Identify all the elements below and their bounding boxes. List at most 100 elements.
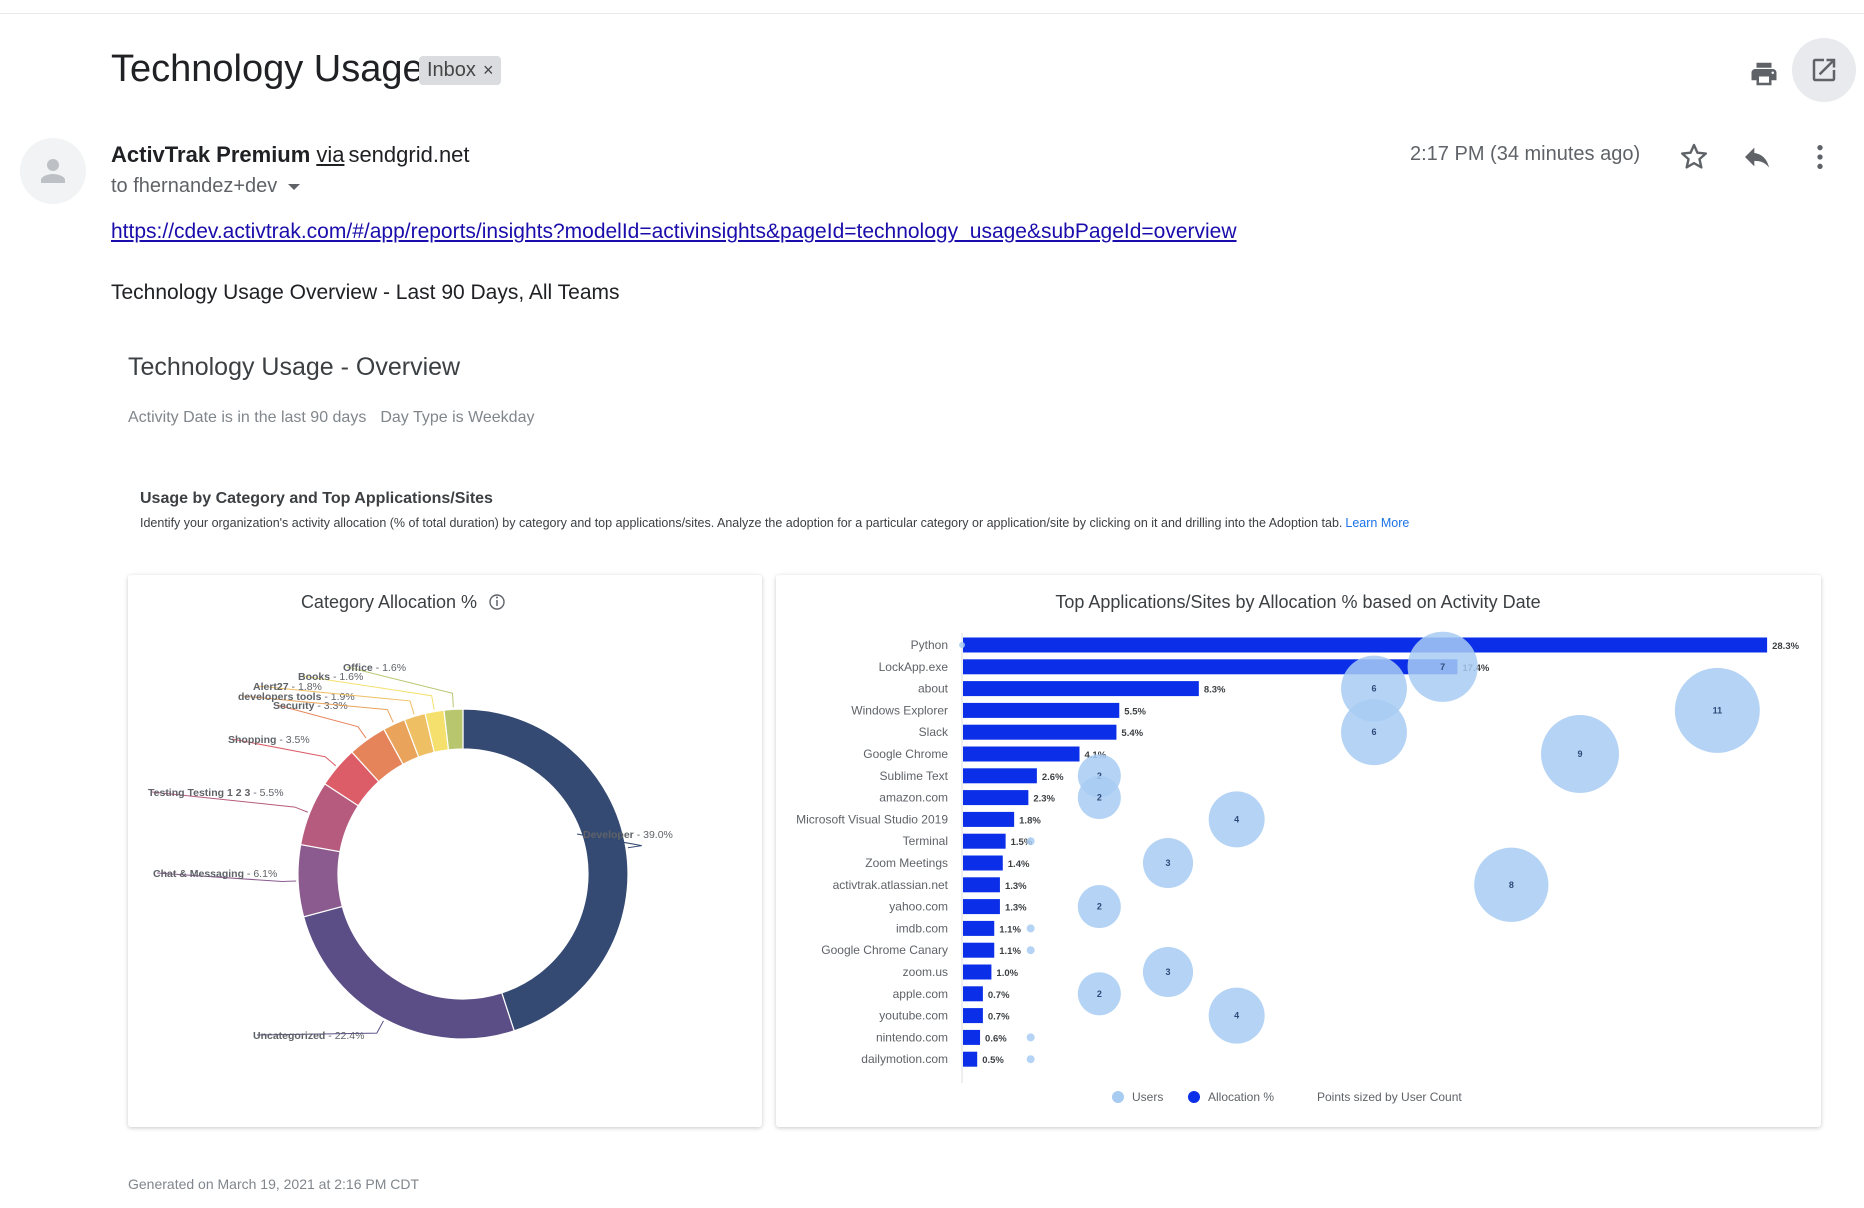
allocation-bar-10[interactable] bbox=[963, 855, 1003, 871]
allocation-bar-1[interactable] bbox=[963, 659, 1458, 675]
bubble-label-11: 8 bbox=[1509, 880, 1514, 890]
donut-leader-1 bbox=[256, 1020, 384, 1036]
learn-more-link[interactable]: Learn More bbox=[1345, 516, 1410, 530]
donut-slice-2[interactable] bbox=[297, 843, 344, 918]
legend-allocation-swatch bbox=[1188, 1091, 1200, 1103]
user-bubble-1[interactable] bbox=[1407, 631, 1478, 702]
star-button[interactable] bbox=[1672, 135, 1716, 179]
more-options-button[interactable] bbox=[1798, 135, 1842, 179]
allocation-bar-11[interactable] bbox=[963, 877, 1000, 893]
allocation-bar-7[interactable] bbox=[963, 790, 1029, 806]
user-bubble-17[interactable] bbox=[1208, 987, 1265, 1044]
bubble-size-note: Points sized by User Count bbox=[1317, 1090, 1462, 1104]
avatar[interactable] bbox=[20, 138, 86, 204]
user-bubble-8[interactable] bbox=[1208, 791, 1265, 848]
bubble-label-12: 2 bbox=[1097, 902, 1102, 912]
category-label-0: Python bbox=[911, 638, 948, 652]
allocation-bar-2[interactable] bbox=[963, 681, 1199, 697]
bar-value-label-2: 8.3% bbox=[1204, 685, 1226, 696]
reply-button[interactable] bbox=[1735, 135, 1779, 179]
user-bubble-19[interactable] bbox=[1026, 1055, 1035, 1064]
user-bubble-13[interactable] bbox=[1026, 924, 1035, 933]
user-bubble-14[interactable] bbox=[1026, 946, 1035, 955]
donut-leader-0 bbox=[576, 833, 642, 849]
allocation-bar-3[interactable] bbox=[963, 702, 1120, 718]
user-bubble-9[interactable] bbox=[1026, 837, 1035, 846]
user-bubble-11[interactable] bbox=[1474, 847, 1549, 922]
allocation-bar-15[interactable] bbox=[963, 964, 992, 980]
category-label-18: nintendo.com bbox=[876, 1030, 948, 1044]
donut-slice-0[interactable] bbox=[462, 708, 629, 1032]
user-bubble-12[interactable] bbox=[1077, 885, 1121, 929]
user-bubble-16[interactable] bbox=[1077, 972, 1121, 1016]
user-bubble-10[interactable] bbox=[1142, 837, 1194, 889]
user-bubble-4[interactable] bbox=[1341, 699, 1407, 766]
bar-value-label-14: 1.1% bbox=[999, 946, 1021, 957]
donut-slice-1[interactable] bbox=[302, 905, 515, 1040]
recipient-text: to fhernandez+dev bbox=[111, 175, 278, 197]
info-icon[interactable] bbox=[489, 594, 505, 610]
sender-name[interactable]: ActivTrak Premium bbox=[111, 142, 311, 167]
user-bubble-18[interactable] bbox=[1026, 1033, 1035, 1042]
bar-value-label-11: 1.3% bbox=[1005, 881, 1027, 892]
allocation-bar-12[interactable] bbox=[963, 899, 1000, 915]
intro-text: Technology Usage Overview - Last 90 Days… bbox=[111, 281, 620, 304]
print-button[interactable] bbox=[1740, 50, 1788, 98]
open-in-new-window-button[interactable] bbox=[1792, 38, 1856, 102]
bubble-label-7: 2 bbox=[1097, 793, 1102, 803]
donut-slice-9[interactable] bbox=[443, 708, 464, 751]
inbox-label-chip[interactable]: Inbox × bbox=[419, 56, 502, 85]
bubble-label-1: 7 bbox=[1440, 662, 1445, 672]
open-in-new-window-icon bbox=[1812, 58, 1836, 82]
report-link[interactable]: https://cdev.activtrak.com/#/app/reports… bbox=[111, 220, 1237, 243]
donut-leader-9 bbox=[346, 666, 454, 708]
allocation-bar-4[interactable] bbox=[963, 724, 1117, 740]
bar-value-label-15: 1.0% bbox=[996, 968, 1018, 979]
filter-activity-date: Activity Date is in the last 90 days bbox=[128, 409, 367, 426]
remove-label-icon[interactable]: × bbox=[482, 60, 494, 80]
bar-value-label-19: 0.5% bbox=[982, 1055, 1004, 1066]
top-divider bbox=[0, 13, 1864, 14]
chevron-down-icon[interactable] bbox=[287, 182, 301, 192]
donut-label-8: Books - 1.6% bbox=[298, 671, 363, 683]
allocation-bar-17[interactable] bbox=[963, 1008, 983, 1024]
user-bubble-7[interactable] bbox=[1077, 776, 1121, 820]
allocation-bar-8[interactable] bbox=[963, 811, 1015, 827]
reply-icon bbox=[1745, 147, 1769, 168]
user-bubble-5[interactable] bbox=[1541, 715, 1619, 793]
donut-label-2: Chat & Messaging - 6.1% bbox=[153, 868, 277, 880]
allocation-bar-5[interactable] bbox=[963, 746, 1080, 762]
section-description: Identify your organization's activity al… bbox=[140, 516, 1409, 530]
bubble-label-6: 2 bbox=[1097, 771, 1102, 781]
bar-value-label-6: 2.6% bbox=[1042, 772, 1064, 783]
report-title: Technology Usage - Overview bbox=[128, 353, 461, 381]
category-label-7: amazon.com bbox=[879, 791, 948, 805]
user-bubble-0[interactable] bbox=[959, 642, 965, 648]
allocation-bar-0[interactable] bbox=[963, 637, 1768, 653]
allocation-bar-13[interactable] bbox=[963, 920, 995, 936]
donut-label-1: Uncategorized - 22.4% bbox=[253, 1030, 364, 1042]
category-label-5: Google Chrome bbox=[863, 747, 948, 761]
donut-leader-7 bbox=[256, 685, 415, 715]
user-bubble-15[interactable] bbox=[1142, 946, 1194, 998]
allocation-bar-14[interactable] bbox=[963, 942, 995, 958]
allocation-bar-6[interactable] bbox=[963, 768, 1037, 784]
bubble-label-5: 9 bbox=[1577, 749, 1582, 759]
via-link[interactable]: via bbox=[316, 142, 345, 167]
category-label-2: about bbox=[918, 682, 949, 696]
bar-value-label-8: 1.8% bbox=[1019, 815, 1041, 826]
bubble-label-15: 3 bbox=[1165, 967, 1170, 977]
legend-allocation-label: Allocation % bbox=[1208, 1090, 1274, 1104]
bar-value-label-0: 28.3% bbox=[1772, 641, 1799, 652]
report-filters: Activity Date is in the last 90 days Day … bbox=[128, 409, 534, 427]
category-label-9: Terminal bbox=[903, 834, 948, 848]
sender: ActivTrak Premium via sendgrid.net bbox=[111, 142, 470, 168]
allocation-bar-19[interactable] bbox=[963, 1051, 978, 1067]
allocation-bar-18[interactable] bbox=[963, 1029, 981, 1045]
email-time: 2:17 PM (34 minutes ago) bbox=[1410, 143, 1641, 165]
bubble-label-4: 6 bbox=[1371, 727, 1376, 737]
category-label-12: yahoo.com bbox=[889, 900, 948, 914]
user-bubble-3[interactable] bbox=[1674, 667, 1760, 753]
allocation-bar-9[interactable] bbox=[963, 833, 1006, 849]
allocation-bar-16[interactable] bbox=[963, 986, 983, 1002]
